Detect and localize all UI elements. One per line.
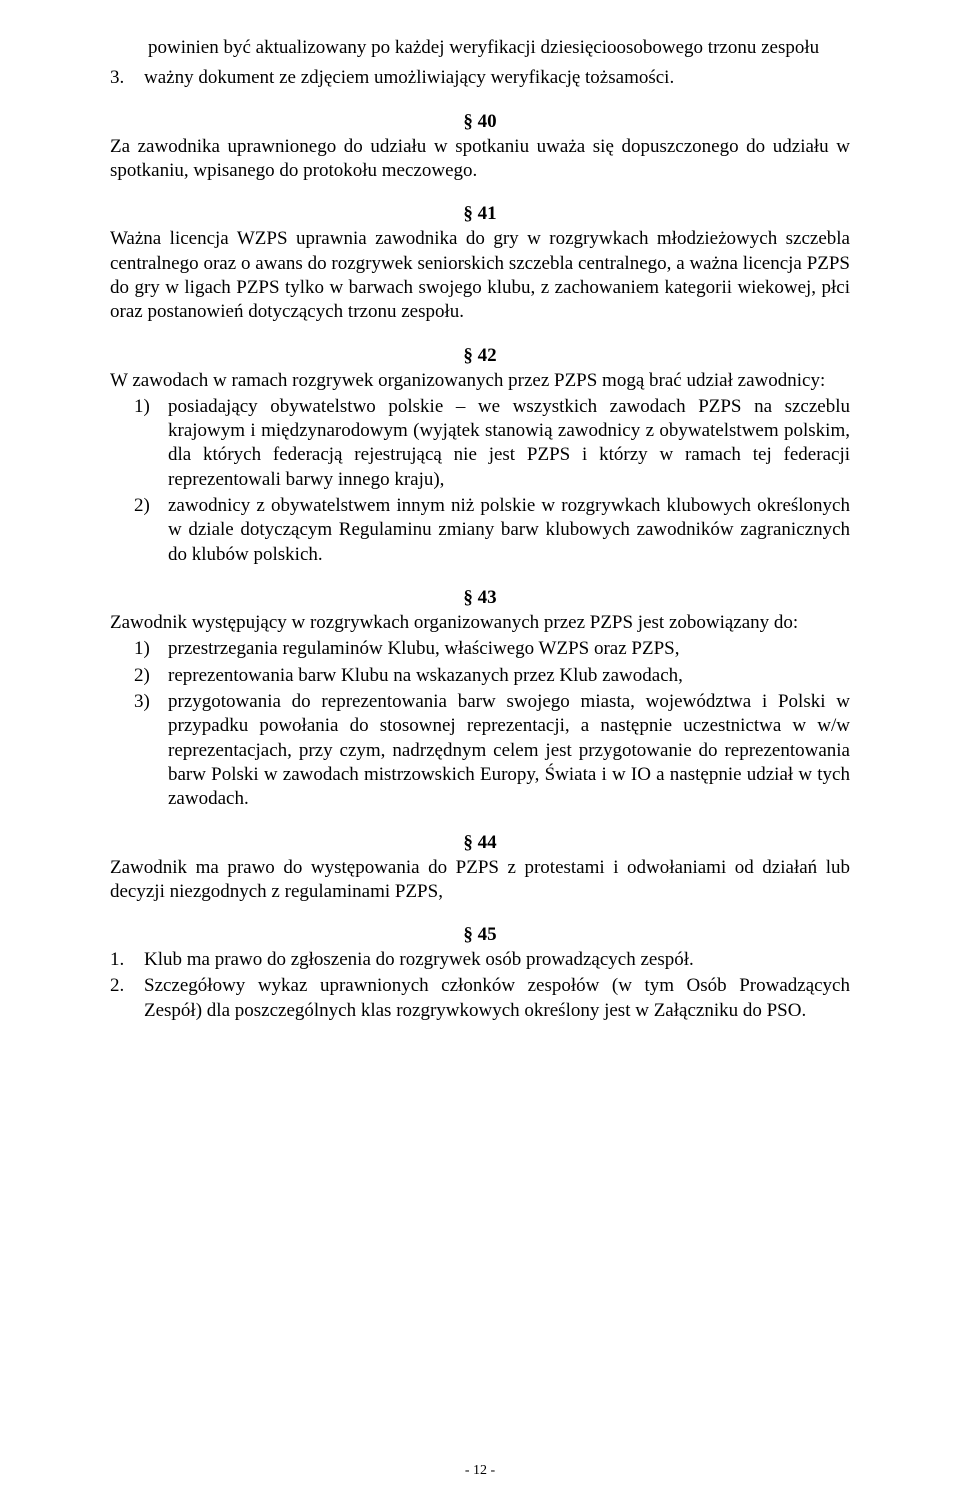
list-item: 1. Klub ma prawo do zgłoszenia do rozgry… [110, 948, 850, 972]
list-marker: 1. [110, 948, 144, 972]
section-43-list: 1) przestrzegania regulaminów Klubu, wła… [110, 637, 850, 811]
section-42-lead: W zawodach w ramach rozgrywek organizowa… [110, 369, 850, 393]
list-item: 3) przygotowania do reprezentowania barw… [110, 690, 850, 812]
list-marker: 1) [134, 395, 168, 492]
list-item: 2) reprezentowania barw Klubu na wskazan… [110, 664, 850, 688]
list-text: Szczegółowy wykaz uprawnionych członków … [144, 974, 850, 1023]
intro-continuation: powinien być aktualizowany po każdej wer… [110, 36, 850, 60]
section-45-heading: § 45 [110, 924, 850, 946]
intro-item-3: 3. ważny dokument ze zdjęciem umożliwiaj… [110, 66, 850, 90]
page-number: - 12 - [0, 1463, 960, 1479]
section-41-body: Ważna licencja WZPS uprawnia zawodnika d… [110, 227, 850, 324]
section-40-body: Za zawodnika uprawnionego do udziału w s… [110, 135, 850, 184]
list-marker: 3. [110, 66, 144, 90]
list-marker: 2) [134, 664, 168, 688]
section-44-heading: § 44 [110, 832, 850, 854]
list-item: 2) zawodnicy z obywatelstwem innym niż p… [110, 494, 850, 567]
page-container: powinien być aktualizowany po każdej wer… [0, 0, 960, 1509]
list-marker: 1) [134, 637, 168, 661]
list-item: 2. Szczegółowy wykaz uprawnionych członk… [110, 974, 850, 1023]
list-item: 1) przestrzegania regulaminów Klubu, wła… [110, 637, 850, 661]
list-marker: 2. [110, 974, 144, 1023]
section-43-heading: § 43 [110, 587, 850, 609]
list-text: posiadający obywatelstwo polskie – we ws… [168, 395, 850, 492]
section-42-heading: § 42 [110, 345, 850, 367]
list-marker: 3) [134, 690, 168, 812]
list-text: przestrzegania regulaminów Klubu, właści… [168, 637, 850, 661]
list-text: ważny dokument ze zdjęciem umożliwiający… [144, 66, 850, 90]
section-42-list: 1) posiadający obywatelstwo polskie – we… [110, 395, 850, 567]
section-40-heading: § 40 [110, 111, 850, 133]
list-item: 1) posiadający obywatelstwo polskie – we… [110, 395, 850, 492]
list-text: zawodnicy z obywatelstwem innym niż pols… [168, 494, 850, 567]
list-marker: 2) [134, 494, 168, 567]
list-text: reprezentowania barw Klubu na wskazanych… [168, 664, 850, 688]
section-41-heading: § 41 [110, 203, 850, 225]
section-45-list: 1. Klub ma prawo do zgłoszenia do rozgry… [110, 948, 850, 1023]
section-43-lead: Zawodnik występujący w rozgrywkach organ… [110, 611, 850, 635]
list-text: Klub ma prawo do zgłoszenia do rozgrywek… [144, 948, 850, 972]
list-text: przygotowania do reprezentowania barw sw… [168, 690, 850, 812]
section-44-body: Zawodnik ma prawo do występowania do PZP… [110, 856, 850, 905]
